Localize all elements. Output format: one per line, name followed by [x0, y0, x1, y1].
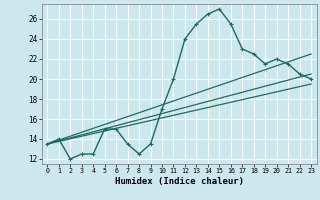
X-axis label: Humidex (Indice chaleur): Humidex (Indice chaleur): [115, 177, 244, 186]
